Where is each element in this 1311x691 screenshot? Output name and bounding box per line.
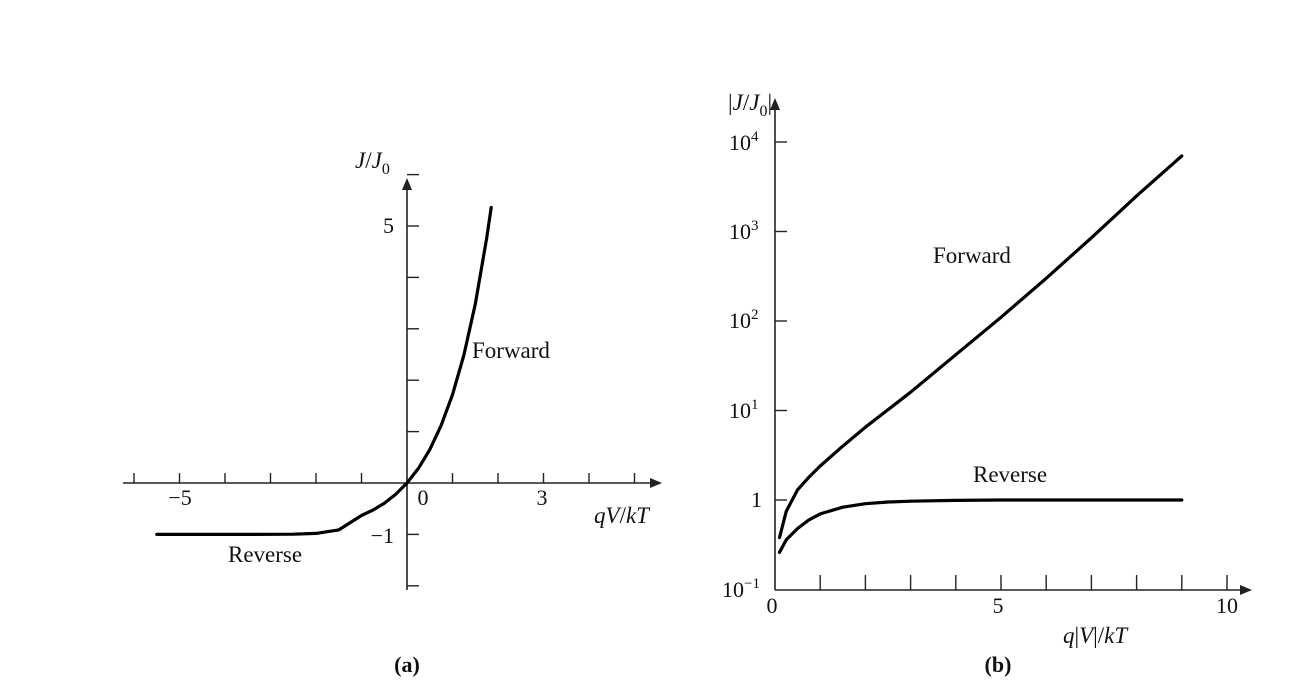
panel-a-x-tick-label-3: 3 <box>537 485 548 510</box>
panel-a-forward-curve <box>405 205 493 485</box>
panel-b-reverse-curve <box>777 498 1184 554</box>
panel-b-y-tick-label-1e3: 103 <box>729 218 759 244</box>
panel-b-y-tick-label-1e4: 104 <box>729 129 759 155</box>
panel-a-forward-label: Forward <box>472 338 550 363</box>
panel-a-x-tick-label-0: 0 <box>418 485 429 510</box>
panel-a-reverse-label: Reverse <box>228 542 302 567</box>
panel-b-y-tick-label-1e2: 102 <box>729 307 759 333</box>
panel-b-x-axis-label: q|V|/kT <box>1063 623 1129 648</box>
panel-b-semilog-plot: 0 5 10 10−1 1 101 102 103 104 |J/J0| q|V… <box>722 90 1252 677</box>
panel-b-x-tick-label-5: 5 <box>993 593 1004 618</box>
panel-b-x-tick-marks <box>819 575 1228 590</box>
panel-b-x-tick-label-0: 0 <box>767 593 778 618</box>
panel-b-forward-label: Forward <box>933 243 1011 268</box>
panel-b-y-tick-label-1e-1: 10−1 <box>722 576 760 602</box>
panel-a-linear-plot: −5 0 3 5 −1 J/J0 qV/kT Forward Reverse (… <box>123 148 662 677</box>
panel-b-caption: (b) <box>985 652 1012 677</box>
panel-a-y-tick-label-5: 5 <box>383 213 394 238</box>
panel-b-y-tick-marks <box>775 141 787 501</box>
panel-a-y-axis-label: J/J0 <box>355 148 390 178</box>
panel-a-x-tick-marks <box>133 473 636 483</box>
panel-a-y-tick-label-minus1: −1 <box>371 523 394 548</box>
panel-a-x-axis-label: qV/kT <box>594 503 651 528</box>
panel-b-forward-curve <box>777 154 1184 540</box>
panel-b-y-tick-label-1: 1 <box>751 487 762 512</box>
panel-b-x-tick-label-10: 10 <box>1216 593 1238 618</box>
panel-a-reverse-curve <box>155 481 409 536</box>
panel-a-y-tick-marks <box>407 173 419 587</box>
panel-b-y-tick-label-1e1: 101 <box>729 397 759 423</box>
panel-b-y-axis-label: |J/J0| <box>728 90 772 120</box>
panel-a-caption: (a) <box>394 652 420 677</box>
panel-b-reverse-label: Reverse <box>973 462 1047 487</box>
panel-a-x-tick-label-minus5: −5 <box>168 485 191 510</box>
